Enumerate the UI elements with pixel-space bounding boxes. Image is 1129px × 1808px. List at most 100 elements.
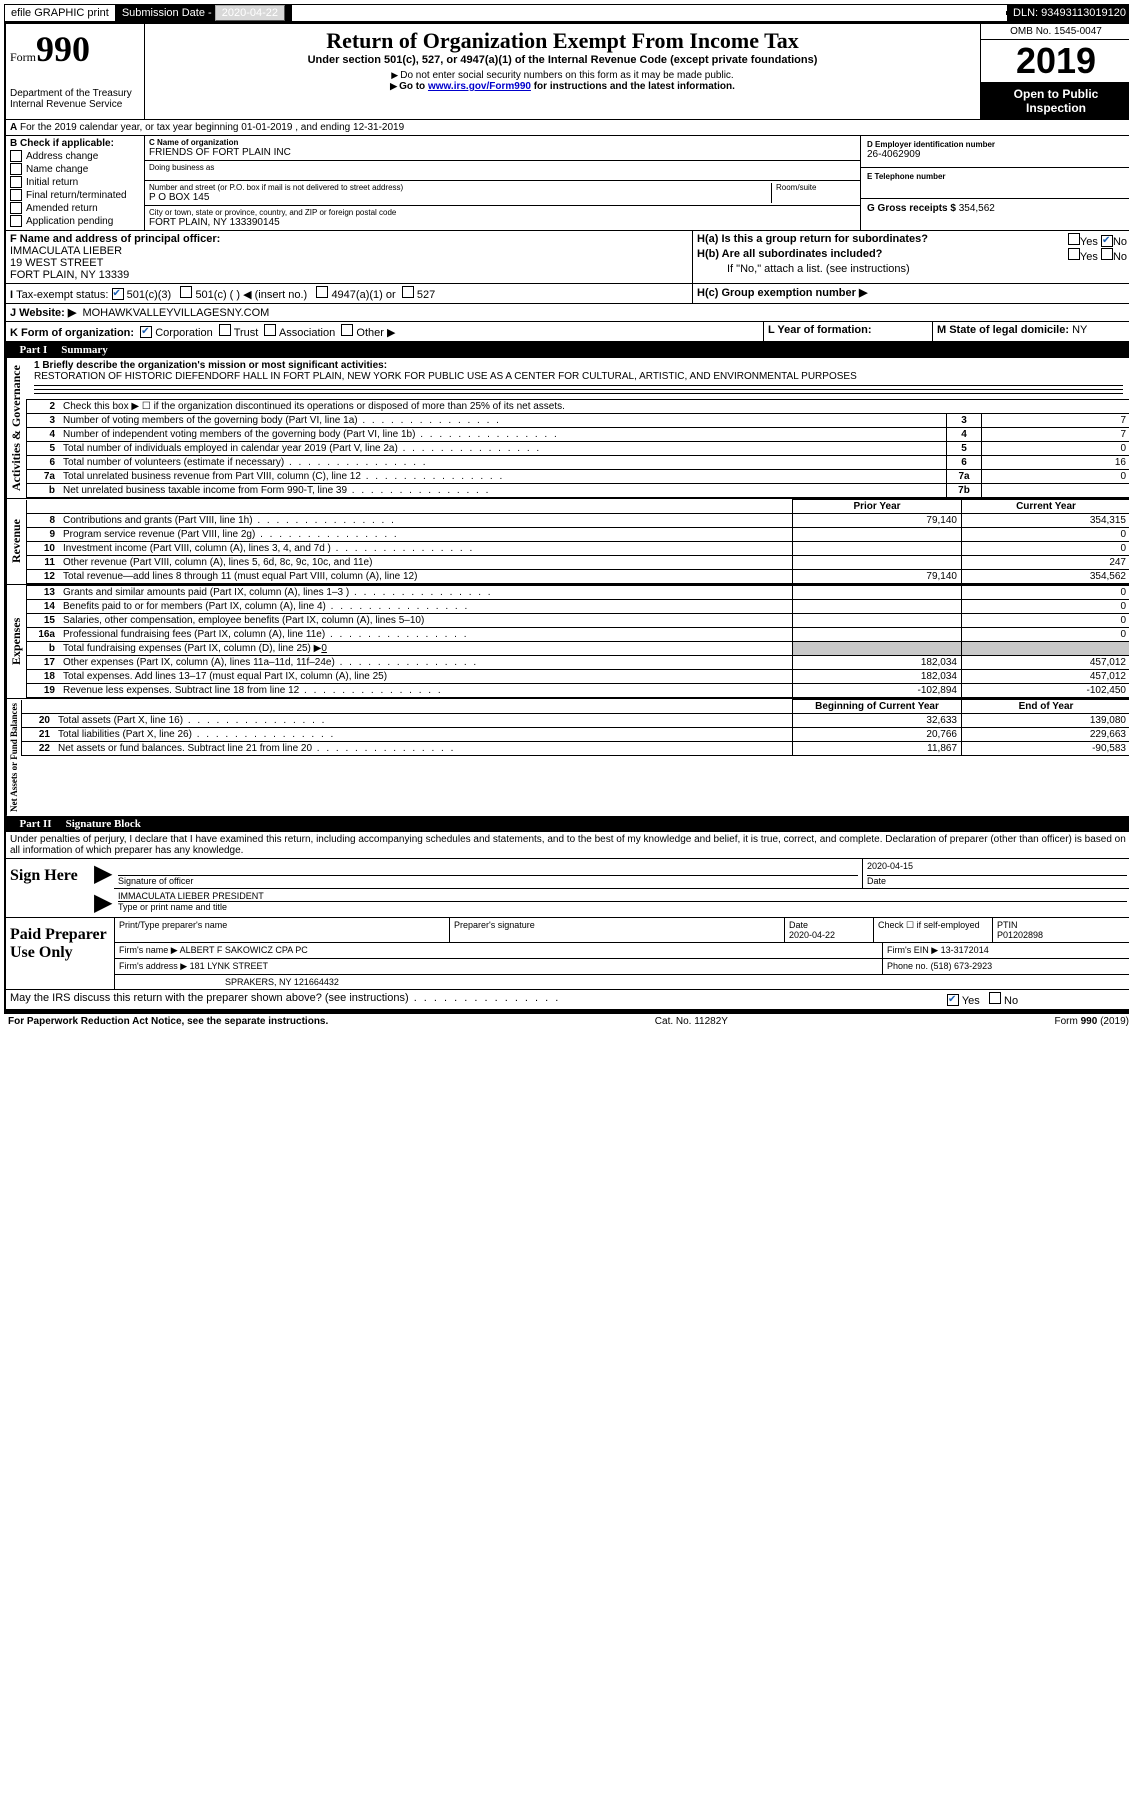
section-j: J Website: ▶ MOHAWKVALLEYVILLAGESNY.COM — [6, 304, 1129, 321]
officer-street: 19 WEST STREET — [10, 257, 688, 269]
ptin: PTINP01202898 — [993, 918, 1129, 942]
sign-date: 2020-04-15 — [867, 861, 1127, 876]
expenses-table: 13Grants and similar amounts paid (Part … — [26, 585, 1129, 698]
section-deg: D Employer identification number 26-4062… — [860, 136, 1129, 230]
ein-value: 26-4062909 — [867, 149, 1125, 160]
c-name-label: C Name of organization — [149, 138, 856, 147]
section-k: K Form of organization: Corporation Trus… — [6, 322, 764, 341]
cb-corp[interactable] — [140, 326, 152, 338]
firm-address: Firm's address ▶ 181 LYNK STREET — [115, 959, 883, 974]
col-bcy: Beginning of Current Year — [793, 700, 962, 714]
section-h: H(a) Is this a group return for subordin… — [693, 231, 1129, 283]
sign-arrows: ▶▶ — [94, 859, 114, 917]
d-label: D Employer identification number — [867, 140, 1125, 149]
firm-address2: SPRAKERS, NY 121664432 — [115, 975, 1129, 989]
section-hc: H(c) Group exemption number ▶ — [693, 284, 1129, 303]
prep-sig-label: Preparer's signature — [450, 918, 785, 942]
section-f: F Name and address of principal officer:… — [6, 231, 693, 283]
signature-label: Signature of officer — [118, 876, 858, 886]
cb-hb-no[interactable] — [1101, 248, 1113, 260]
form-id-box: Form990 Department of the Treasury Inter… — [6, 24, 145, 119]
section-b: B Check if applicable: Address change Na… — [6, 136, 145, 230]
cb-pending[interactable] — [10, 215, 22, 227]
org-name: FRIENDS OF FORT PLAIN INC — [149, 147, 856, 158]
governance-table: 2Check this box ▶ ☐ if the organization … — [26, 399, 1129, 498]
e-label: E Telephone number — [867, 172, 1125, 181]
cb-ha-no[interactable] — [1101, 235, 1113, 247]
cb-discuss-no[interactable] — [989, 992, 1001, 1004]
city-label: City or town, state or province, country… — [149, 208, 856, 217]
cb-amended[interactable] — [10, 202, 22, 214]
cb-ha-yes[interactable] — [1068, 233, 1080, 245]
paid-preparer-label: Paid Preparer Use Only — [6, 918, 114, 989]
cb-501c[interactable] — [180, 286, 192, 298]
officer-print-name: IMMACULATA LIEBER PRESIDENT — [118, 891, 1127, 902]
form990-link[interactable]: www.irs.gov/Form990 — [428, 81, 531, 92]
line-a: A For the 2019 calendar year, or tax yea… — [6, 120, 1129, 136]
mission-block: 1 Briefly describe the organization's mi… — [26, 358, 1129, 399]
cb-4947[interactable] — [316, 286, 328, 298]
website-value: MOHAWKVALLEYVILLAGESNY.COM — [82, 307, 269, 319]
footer-right: Form 990 (2019) — [1055, 1016, 1129, 1027]
paid-preparer-block: Paid Preparer Use Only Print/Type prepar… — [6, 917, 1129, 990]
cb-initial-return[interactable] — [10, 176, 22, 188]
spacer — [292, 11, 1007, 15]
submission-date: Submission Date - 2020-04-22 — [116, 5, 292, 21]
firm-phone: Phone no. (518) 673-2923 — [883, 959, 1129, 974]
self-employed-label: Check ☐ if self-employed — [874, 918, 993, 942]
col-prior: Prior Year — [793, 500, 962, 514]
room-label: Room/suite — [776, 183, 856, 192]
col-current: Current Year — [962, 500, 1129, 514]
year-box: OMB No. 1545-0047 2019 Open to Public In… — [980, 24, 1129, 119]
b-label: B Check if applicable: — [10, 138, 140, 149]
perjury-text: Under penalties of perjury, I declare th… — [6, 832, 1129, 858]
vert-expenses: Expenses — [6, 585, 26, 698]
dept-label: Department of the Treasury Internal Reve… — [10, 88, 140, 110]
officer-name: IMMACULATA LIEBER — [10, 245, 688, 257]
vert-governance: Activities & Governance — [6, 358, 26, 498]
section-m: M State of legal domicile: NY — [933, 322, 1129, 341]
firm-name: Firm's name ▶ ALBERT F SAKOWICZ CPA PC — [115, 943, 883, 958]
form-note1: Do not enter social security numbers on … — [149, 70, 976, 81]
cb-name-change[interactable] — [10, 163, 22, 175]
page-footer: For Paperwork Reduction Act Notice, see … — [4, 1014, 1129, 1029]
cb-discuss-yes[interactable] — [947, 994, 959, 1006]
vert-revenue: Revenue — [6, 499, 26, 584]
dba-label: Doing business as — [149, 163, 856, 172]
officer-city: FORT PLAIN, NY 13339 — [10, 269, 688, 281]
form-note2: Go to www.irs.gov/Form990 for instructio… — [149, 81, 976, 92]
cb-final-return[interactable] — [10, 189, 22, 201]
sign-here-block: Sign Here ▶▶ Signature of officer 2020-0… — [6, 858, 1129, 917]
net-assets-table: Beginning of Current YearEnd of Year 20T… — [21, 699, 1129, 756]
submission-date-btn[interactable]: 2020-04-22 — [215, 5, 285, 21]
prep-name-label: Print/Type preparer's name — [115, 918, 450, 942]
cb-address-change[interactable] — [10, 150, 22, 162]
form-title: Return of Organization Exempt From Incom… — [149, 28, 976, 54]
sign-date-label: Date — [867, 876, 1127, 886]
firm-ein: Firm's EIN ▶ 13-3172014 — [883, 943, 1129, 958]
cb-527[interactable] — [402, 286, 414, 298]
part1-header: Part ISummary — [6, 342, 1129, 358]
line-16b: Total fundraising expenses (Part IX, col… — [59, 642, 793, 656]
cb-501c3[interactable] — [112, 288, 124, 300]
org-city: FORT PLAIN, NY 133390145 — [149, 217, 856, 228]
section-c: C Name of organization FRIENDS OF FORT P… — [145, 136, 860, 230]
form-subtitle: Under section 501(c), 527, or 4947(a)(1)… — [149, 54, 976, 66]
hb-note: If "No," attach a list. (see instruction… — [697, 263, 1127, 275]
section-i: I Tax-exempt status: 501(c)(3) 501(c) ( … — [6, 284, 693, 303]
cb-assoc[interactable] — [264, 324, 276, 336]
mission-text: RESTORATION OF HISTORIC DIEFENDORF HALL … — [34, 371, 1123, 382]
cb-other[interactable] — [341, 324, 353, 336]
revenue-table: Prior YearCurrent Year 8Contributions an… — [26, 499, 1129, 584]
addr-label: Number and street (or P.O. box if mail i… — [149, 183, 771, 192]
gross-receipts: 354,562 — [959, 203, 995, 214]
cb-hb-yes[interactable] — [1068, 248, 1080, 260]
open-to-public: Open to Public Inspection — [981, 83, 1129, 119]
print-name-label: Type or print name and title — [118, 902, 1127, 912]
line-3-desc: Number of voting members of the governin… — [59, 414, 947, 428]
footer-mid: Cat. No. 11282Y — [655, 1016, 728, 1027]
cb-trust[interactable] — [219, 324, 231, 336]
part2-header: Part IISignature Block — [6, 816, 1129, 832]
col-eoy: End of Year — [962, 700, 1129, 714]
line-2: Check this box ▶ ☐ if the organization d… — [59, 400, 1129, 414]
